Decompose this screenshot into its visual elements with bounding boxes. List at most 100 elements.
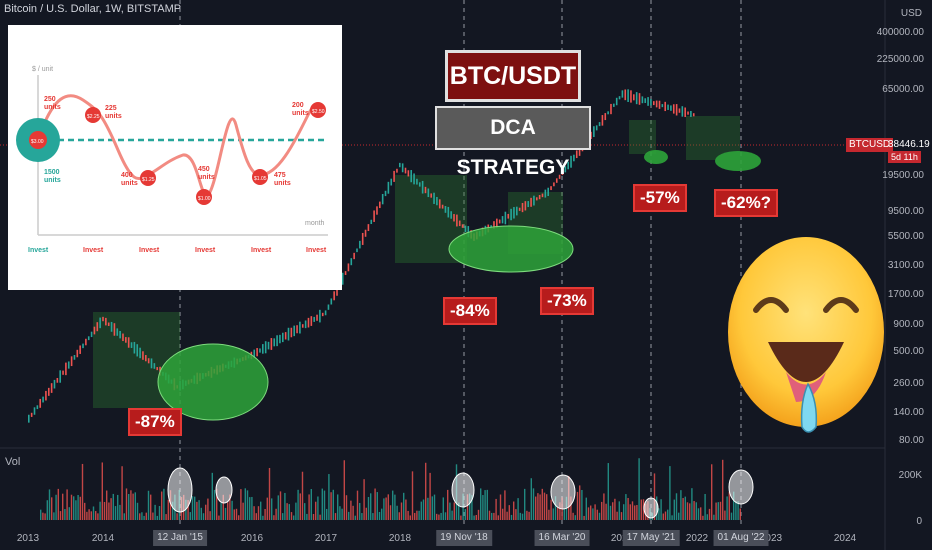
volume-bar xyxy=(444,512,447,520)
volume-bar xyxy=(95,511,97,520)
volume-bar xyxy=(530,478,532,520)
volume-bar xyxy=(728,491,730,520)
volume-bar xyxy=(697,508,700,520)
volume-bar xyxy=(79,496,81,520)
price-candle xyxy=(113,323,116,336)
price-candle xyxy=(638,93,641,105)
price-candle xyxy=(107,322,110,326)
volume-bar xyxy=(682,498,684,520)
price-candle xyxy=(336,284,338,296)
volume-bar xyxy=(75,500,77,520)
volume-bar xyxy=(526,510,528,520)
volume-bar xyxy=(152,512,154,520)
price-axis-label: 400000.00 xyxy=(876,27,924,38)
price-candle xyxy=(444,206,447,213)
price-candle xyxy=(630,90,632,103)
date-tag: 12 Jan '15 xyxy=(153,530,207,546)
volume-bar xyxy=(702,515,704,520)
inset-price-label: $2.50 xyxy=(312,109,325,115)
drawdown-label: -62%? xyxy=(714,189,779,217)
volume-bar xyxy=(88,509,90,520)
price-candle xyxy=(267,341,270,350)
volume-bar xyxy=(678,512,680,520)
volume-bar xyxy=(592,508,594,520)
volume-bar xyxy=(719,501,722,520)
price-candle xyxy=(553,182,555,187)
price-candle xyxy=(276,335,278,347)
price-candle xyxy=(299,321,301,334)
price-axis-label: 65000.00 xyxy=(882,84,924,95)
price-candle xyxy=(618,96,621,100)
price-candle xyxy=(290,327,293,338)
inset-units: 250 xyxy=(44,96,56,103)
volume-bar xyxy=(218,515,220,520)
volume-bar xyxy=(502,508,504,520)
price-candle xyxy=(684,107,686,118)
volume-bar xyxy=(73,496,75,520)
volume-bar xyxy=(409,515,411,520)
volume-bar xyxy=(251,496,253,520)
volume-bar xyxy=(722,459,724,520)
volume-bar xyxy=(519,512,521,520)
volume-bar xyxy=(618,501,620,520)
volume-bar xyxy=(330,492,332,520)
price-candle xyxy=(279,334,281,344)
volume-bar xyxy=(495,498,497,520)
volume-bar xyxy=(667,509,669,520)
volume-bar xyxy=(405,499,407,520)
price-candle xyxy=(310,316,313,326)
volume-bar xyxy=(484,490,486,520)
price-candle xyxy=(33,407,36,415)
volume-bar xyxy=(227,502,229,520)
volume-bar xyxy=(130,490,132,520)
price-candle xyxy=(530,197,532,207)
volume-bar xyxy=(282,513,284,520)
volume-bar xyxy=(147,490,150,520)
volume-bar xyxy=(306,513,308,520)
price-axis-label: 225000.00 xyxy=(876,54,924,65)
volume-bar xyxy=(563,508,565,520)
volume-bar xyxy=(425,462,427,520)
price-candle xyxy=(564,166,567,173)
volume-bar xyxy=(363,479,365,520)
volume-bar xyxy=(581,489,583,520)
volume-bar xyxy=(367,496,370,520)
price-candle xyxy=(47,387,50,396)
volume-bar xyxy=(337,494,339,520)
price-candle xyxy=(284,332,287,340)
volume-bar xyxy=(169,490,172,520)
date-tag: 17 May '21 xyxy=(622,530,680,546)
volume-bar xyxy=(552,508,554,520)
volume-bar xyxy=(114,506,117,520)
price-candle xyxy=(253,349,256,359)
price-candle xyxy=(145,355,147,362)
volume-bar xyxy=(554,496,557,520)
price-candle xyxy=(467,226,470,238)
price-candle xyxy=(647,97,649,106)
volume-bar xyxy=(297,489,299,520)
volume-bar xyxy=(587,507,590,520)
price-candle xyxy=(110,321,113,332)
volume-bar xyxy=(64,509,66,520)
volume-bar xyxy=(394,494,396,520)
price-candle xyxy=(678,108,681,113)
year-label: 2014 xyxy=(91,533,115,544)
volume-bar xyxy=(636,504,638,520)
volume-bar xyxy=(658,508,660,520)
price-candle xyxy=(127,337,130,348)
volume-bar xyxy=(590,505,592,520)
volume-bar xyxy=(543,492,546,520)
price-candle xyxy=(496,218,498,228)
volume-bar xyxy=(550,499,552,520)
volume-bar xyxy=(579,485,581,520)
volume-bar xyxy=(596,509,598,520)
volume-bar xyxy=(539,494,541,520)
inset-units-word: units xyxy=(44,177,61,184)
price-candle xyxy=(139,347,141,359)
price-candle xyxy=(593,126,595,138)
volume-bar xyxy=(576,491,579,520)
volume-bar xyxy=(246,490,249,520)
volume-bar xyxy=(136,502,139,520)
volume-bar xyxy=(546,494,548,520)
